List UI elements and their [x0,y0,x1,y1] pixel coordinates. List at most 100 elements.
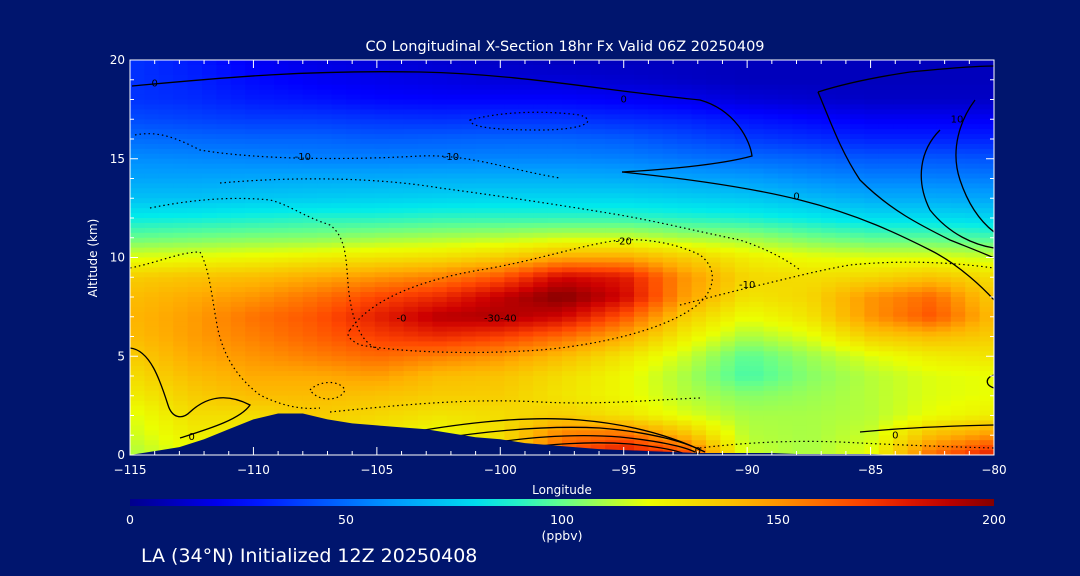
heatmap-cell [158,84,174,91]
heatmap-cell [590,193,606,199]
heatmap-cell [619,94,635,101]
heatmap-cell [317,390,333,397]
heatmap-cell [950,282,966,288]
heatmap-cell [446,385,462,392]
heatmap-cell [317,89,333,96]
heatmap-cell [605,173,621,180]
heatmap-cell [158,341,174,347]
heatmap-cell [835,356,851,362]
heatmap-cell [245,79,261,86]
heatmap-cell [950,153,966,160]
heatmap-cell [792,119,808,125]
heatmap-cell [778,148,793,155]
heatmap-cell [187,346,203,352]
heatmap-cell [634,183,649,189]
heatmap-cell [619,316,635,323]
heatmap-cell [346,237,361,244]
heatmap-cell [619,351,635,357]
heatmap-cell [158,267,174,273]
heatmap-cell [130,143,145,150]
heatmap-cell [562,237,577,244]
heatmap-cell [547,336,563,343]
heatmap-cell [202,134,217,140]
heatmap-cell [677,173,693,180]
heatmap-cell [605,198,621,204]
heatmap-cell [504,232,520,239]
heatmap-cell [950,193,966,199]
heatmap-cell [619,143,635,150]
heatmap-cell [130,168,145,175]
heatmap-cell [936,356,952,362]
heatmap-cell [403,336,419,343]
heatmap-cell [634,282,649,288]
heatmap-cell [677,356,693,362]
heatmap-cell [317,114,333,120]
heatmap-cell [792,445,808,451]
heatmap-cell [432,198,448,204]
heatmap-cell [158,277,174,283]
heatmap-cell [648,178,664,185]
heatmap-cell [936,371,952,377]
heatmap-cell [878,69,894,76]
heatmap-cell [778,440,793,446]
heatmap-cell [720,371,736,377]
heatmap-cell [490,336,505,343]
heatmap-cell [461,124,477,130]
heatmap-cell [907,257,923,264]
heatmap-cell [461,148,477,155]
heatmap-cell [317,292,333,298]
heatmap-cell [605,272,621,278]
heatmap-cell [922,183,937,189]
heatmap-cell [230,415,246,422]
heatmap-cell [763,178,779,185]
heatmap-cell [461,292,477,298]
heatmap-cell [130,366,145,372]
heatmap-cell [576,262,592,268]
heatmap-cell [317,306,333,313]
heatmap-cell [806,435,822,441]
heatmap-cell [691,242,707,249]
contour-line-dotted [679,261,994,306]
heatmap-cell [259,257,275,264]
heatmap-cell [936,321,952,328]
heatmap-cell [634,420,649,426]
heatmap-cell [605,311,621,318]
heatmap-cell [749,124,765,130]
heatmap-cell [331,173,347,180]
heatmap-cell [360,351,376,357]
heatmap-cell [821,405,837,412]
heatmap-cell [562,148,577,155]
heatmap-cell [792,193,808,199]
heatmap-cell [259,351,275,357]
heatmap-cell [619,326,635,333]
heatmap-cell [720,272,736,278]
heatmap-cell [374,361,390,367]
heatmap-cell [533,420,549,426]
heatmap-cell [950,178,966,185]
heatmap-cell [144,148,160,155]
heatmap-cell [245,242,261,249]
heatmap-cell [792,366,808,372]
heatmap-cell [475,134,491,140]
heatmap-cell [518,262,534,268]
heatmap-cell [173,129,189,135]
heatmap-cell [446,306,462,313]
heatmap-cell [533,385,549,392]
heatmap-cell [418,380,433,387]
heatmap-cell [778,346,793,352]
heatmap-cell [230,222,246,229]
heatmap-cell [130,346,145,352]
heatmap-cell [634,356,649,362]
heatmap-cell [360,242,376,249]
heatmap-cell [547,124,563,130]
heatmap-cell [158,282,174,288]
heatmap-cell [274,336,289,343]
heatmap-cell [605,380,621,387]
heatmap-cell [346,356,361,362]
heatmap-cell [187,410,203,417]
heatmap-cell [576,148,592,155]
heatmap-cell [749,262,765,268]
heatmap-cell [461,129,477,135]
heatmap-cell [893,356,909,362]
heatmap-cell [691,208,707,214]
